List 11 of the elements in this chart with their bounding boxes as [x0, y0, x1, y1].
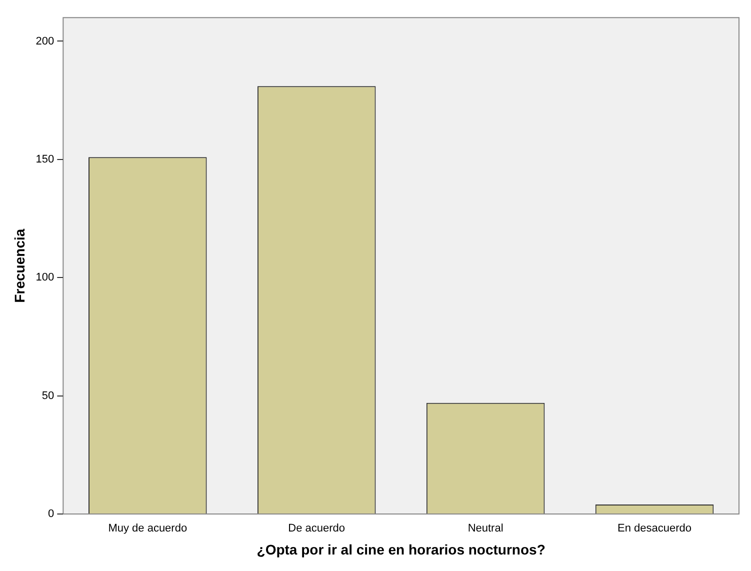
- x-tick-label: En desacuerdo: [618, 522, 692, 535]
- y-tick-label: 50: [42, 390, 54, 402]
- x-tick-label: De acuerdo: [288, 522, 346, 535]
- y-axis-title: Frecuencia: [11, 228, 28, 303]
- y-tick-label: 100: [36, 272, 54, 284]
- x-axis-title: ¿Opta por ir al cine en horarios nocturnos?: [256, 541, 546, 558]
- y-tick-label: 0: [48, 508, 54, 520]
- y-tick-label: 200: [36, 35, 54, 48]
- y-tick-label: 150: [36, 153, 54, 166]
- x-tick-label: Muy de acuerdo: [108, 522, 188, 535]
- x-tick-label: Neutral: [468, 522, 504, 535]
